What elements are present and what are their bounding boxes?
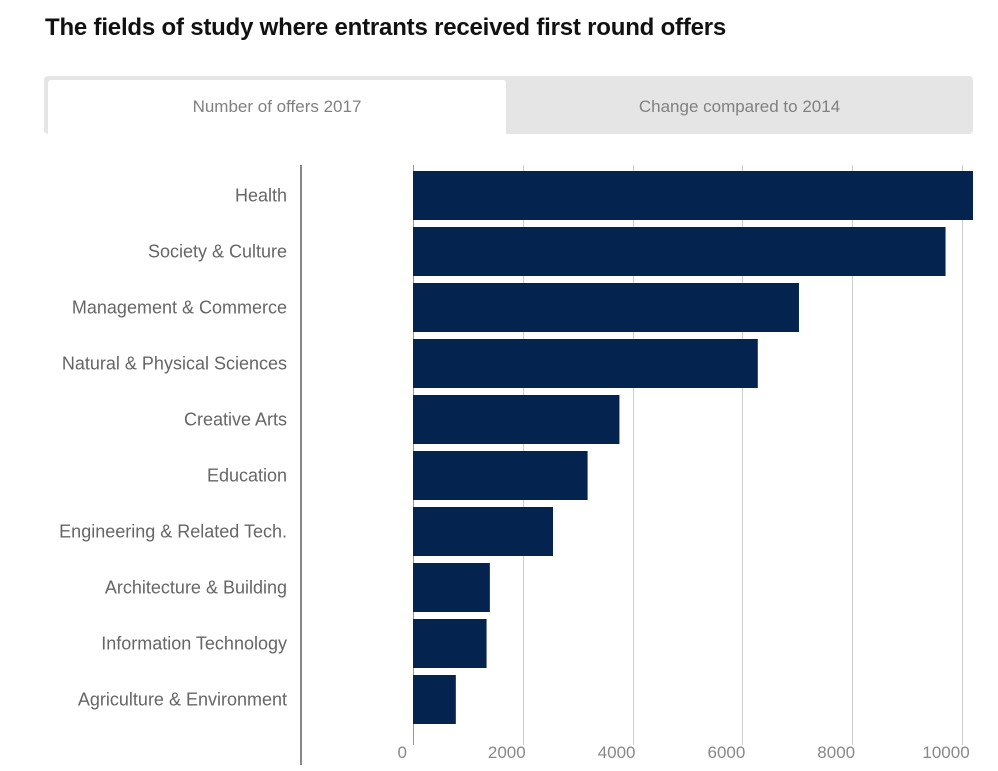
bar-10 xyxy=(413,675,456,724)
bar-6 xyxy=(413,451,588,500)
tab-change-compared-to-2014[interactable]: Change compared to 2014 xyxy=(638,97,841,116)
category-label-2: Society & Culture xyxy=(148,242,287,262)
tick-label-8000: 8000 xyxy=(817,743,855,762)
category-label-9: Information Technology xyxy=(101,634,287,654)
category-label-10: Agriculture & Environment xyxy=(78,690,287,710)
tick-label-0: 0 xyxy=(398,743,407,762)
bar-5 xyxy=(413,395,620,444)
tick-label-4000: 4000 xyxy=(598,743,636,762)
category-label-8: Architecture & Building xyxy=(105,578,287,598)
bar-9 xyxy=(413,619,487,668)
bar-8 xyxy=(413,563,490,612)
tab-number-of-offers-2017[interactable]: Number of offers 2017 xyxy=(48,80,506,134)
category-label-3: Management & Commerce xyxy=(72,298,287,318)
tick-label-6000: 6000 xyxy=(707,743,745,762)
bar-2 xyxy=(413,227,946,276)
bar-1 xyxy=(413,171,973,220)
chart-title: The fields of study where entrants recei… xyxy=(45,14,727,41)
bar-4 xyxy=(413,339,758,388)
category-label-6: Education xyxy=(207,466,287,486)
bar-7 xyxy=(413,507,553,556)
category-label-5: Creative Arts xyxy=(184,410,287,430)
tick-label-10000: 10000 xyxy=(922,743,969,762)
category-label-7: Engineering & Related Tech. xyxy=(59,522,287,542)
tab-bar: Number of offers 2017 Change compared to… xyxy=(44,76,973,134)
category-label-4: Natural & Physical Sciences xyxy=(62,354,287,374)
tick-label-2000: 2000 xyxy=(488,743,526,762)
bar-3 xyxy=(413,283,799,332)
category-label-1: Health xyxy=(235,186,287,206)
